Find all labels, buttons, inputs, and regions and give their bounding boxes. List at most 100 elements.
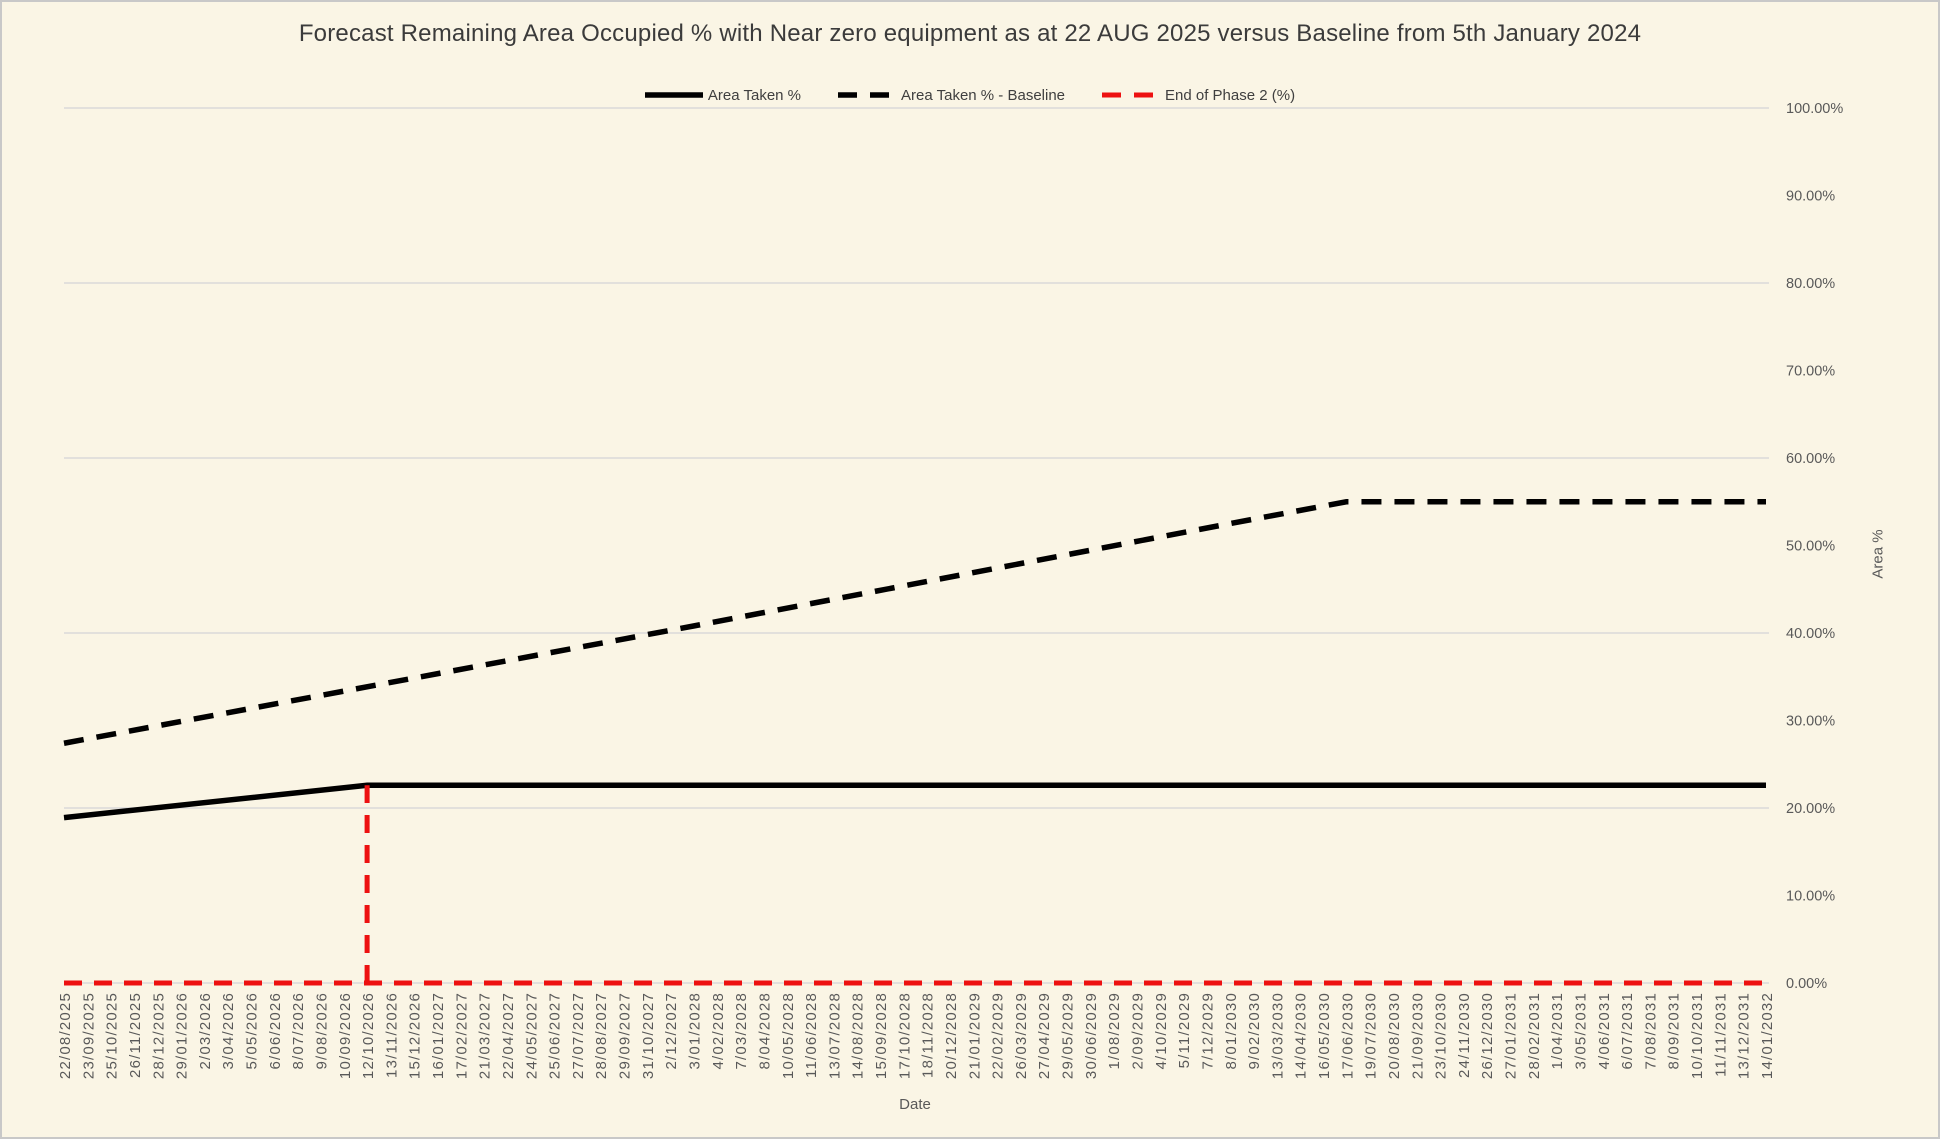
x-tick-label: 7/12/2029	[1199, 992, 1216, 1070]
y-tick-label: 100.00%	[1786, 101, 1843, 117]
legend-marker-dashed-line-icon	[838, 92, 897, 98]
x-tick-label: 27/01/2031	[1503, 992, 1520, 1079]
y-tick-labels: 0.00% 10.00% 20.00% 30.00% 40.00% 50.00% 60.00…	[1786, 101, 1843, 992]
x-tick-label: 21/03/2027	[477, 992, 494, 1079]
x-tick-label: 25/10/2025	[104, 992, 121, 1079]
x-tick-labels: 22/08/2025 23/09/2025 25/10/2025 26/11/2025…	[57, 992, 1776, 1079]
x-tick-label: 17/02/2027	[453, 992, 470, 1079]
x-tick-label: 3/05/2031	[1572, 992, 1589, 1070]
x-tick-label: 4/06/2031	[1596, 992, 1613, 1070]
x-tick-label: 13/11/2026	[383, 992, 400, 1078]
x-tick-label: 28/08/2027	[593, 992, 610, 1079]
series-area-taken	[63, 782, 1766, 821]
x-tick-label: 7/08/2031	[1642, 992, 1659, 1070]
x-tick-label: 20/08/2030	[1386, 992, 1403, 1079]
x-tick-label: 24/11/2030	[1456, 992, 1473, 1078]
y-tick-label: 50.00%	[1786, 539, 1835, 555]
x-tick-label: 17/06/2030	[1339, 992, 1356, 1079]
x-tick-label: 6/06/2026	[267, 992, 284, 1070]
x-tick-label: 22/02/2029	[990, 992, 1007, 1079]
y-tick-label: 60.00%	[1786, 451, 1835, 467]
y-tick-label: 70.00%	[1786, 364, 1835, 380]
chart-legend: Area Taken % Area Taken % - Baseline End o…	[0, 85, 1940, 105]
x-tick-label: 22/04/2027	[500, 992, 517, 1079]
x-tick-label: 26/03/2029	[1013, 992, 1030, 1079]
x-tick-label: 6/07/2031	[1619, 992, 1636, 1070]
x-tick-label: 16/01/2027	[430, 992, 447, 1079]
x-tick-label: 1/04/2031	[1549, 992, 1566, 1070]
x-tick-label: 12/10/2026	[360, 992, 377, 1079]
series-area-taken-baseline	[63, 499, 1766, 746]
x-tick-label: 23/09/2025	[80, 992, 97, 1079]
x-tick-label: 29/05/2029	[1060, 992, 1077, 1079]
x-tick-label: 20/12/2028	[943, 992, 960, 1079]
y-tick-label: 20.00%	[1786, 801, 1835, 817]
x-tick-label: 27/04/2029	[1036, 992, 1053, 1079]
x-tick-label: 9/02/2030	[1246, 992, 1263, 1070]
x-tick-label: 8/04/2028	[756, 992, 773, 1070]
x-tick-label: 26/12/2030	[1479, 992, 1496, 1079]
x-tick-label: 18/11/2028	[920, 992, 937, 1078]
x-tick-label: 5/11/2029	[1176, 992, 1193, 1068]
x-tick-label: 9/08/2026	[313, 992, 330, 1070]
x-tick-label: 21/09/2030	[1409, 992, 1426, 1079]
x-tick-label: 2/12/2027	[663, 992, 680, 1070]
legend-label: End of Phase 2 (%)	[1165, 86, 1296, 104]
x-tick-label: 15/12/2026	[407, 992, 424, 1079]
x-tick-label: 13/07/2028	[826, 992, 843, 1079]
x-tick-label: 22/08/2025	[57, 992, 74, 1079]
x-tick-label: 2/09/2029	[1129, 992, 1146, 1070]
legend-label: Area Taken % - Baseline	[901, 86, 1066, 104]
legend-item-end-of-phase-2: End of Phase 2 (%)	[1102, 87, 1295, 104]
x-tick-label: 13/03/2030	[1269, 992, 1286, 1079]
y-tick-label: 30.00%	[1786, 714, 1835, 730]
x-tick-label: 5/05/2026	[244, 992, 261, 1070]
y-tick-label: 10.00%	[1786, 889, 1835, 905]
x-tick-label: 10/05/2028	[780, 992, 797, 1079]
legend-marker-dashed-line-icon	[1102, 92, 1161, 98]
x-tick-label: 3/01/2028	[687, 992, 704, 1070]
x-tick-label: 14/08/2028	[850, 992, 867, 1079]
x-tick-label: 28/02/2031	[1526, 992, 1543, 1079]
x-tick-label: 8/07/2026	[290, 992, 307, 1070]
x-tick-label: 11/11/2031	[1712, 992, 1729, 1077]
x-tick-label: 3/04/2026	[220, 992, 237, 1070]
series-line-area-taken	[63, 782, 1766, 821]
x-tick-label: 8/09/2031	[1666, 992, 1683, 1070]
y-tick-label: 90.00%	[1786, 189, 1835, 205]
series-end-of-phase-2	[64, 785, 1766, 986]
x-tick-label: 26/11/2025	[127, 992, 144, 1078]
x-axis-title: Date	[899, 1096, 931, 1113]
legend-item-area-taken: Area Taken %	[644, 86, 802, 104]
x-tick-label: 29/09/2027	[617, 992, 634, 1079]
x-tick-label: 10/09/2026	[337, 992, 354, 1079]
x-tick-label: 11/06/2028	[803, 992, 820, 1078]
chart-title: Forecast Remaining Area Occupied % with …	[298, 20, 1642, 47]
x-tick-label: 4/10/2029	[1153, 992, 1170, 1070]
x-tick-label: 1/08/2029	[1106, 992, 1123, 1070]
x-tick-label: 28/12/2025	[150, 992, 167, 1079]
x-tick-label: 16/05/2030	[1316, 992, 1333, 1079]
x-tick-label: 8/01/2030	[1223, 992, 1240, 1070]
x-tick-label: 2/03/2026	[197, 992, 214, 1070]
x-tick-label: 31/10/2027	[640, 992, 657, 1079]
x-tick-label: 15/09/2028	[873, 992, 890, 1079]
x-tick-label: 14/01/2032	[1759, 992, 1776, 1079]
x-tick-label: 17/10/2028	[896, 992, 913, 1079]
y-tick-label: 80.00%	[1786, 276, 1835, 292]
legend-marker-solid-line-icon	[644, 92, 703, 98]
x-tick-label: 30/06/2029	[1083, 992, 1100, 1079]
x-tick-label: 25/06/2027	[547, 992, 564, 1079]
x-tick-label: 14/04/2030	[1293, 992, 1310, 1079]
x-tick-label: 29/01/2026	[174, 992, 191, 1079]
legend-label: Area Taken %	[707, 86, 802, 104]
x-tick-label: 19/07/2030	[1363, 992, 1380, 1079]
x-tick-label: 4/02/2028	[710, 992, 727, 1070]
x-tick-label: 7/03/2028	[733, 992, 750, 1070]
legend-item-area-taken-baseline: Area Taken % - Baseline	[838, 87, 1065, 104]
series-line-area-taken-baseline	[63, 499, 1766, 746]
x-tick-label: 24/05/2027	[523, 992, 540, 1079]
x-tick-label: 21/01/2029	[966, 992, 983, 1079]
gridlines	[64, 107, 1769, 984]
